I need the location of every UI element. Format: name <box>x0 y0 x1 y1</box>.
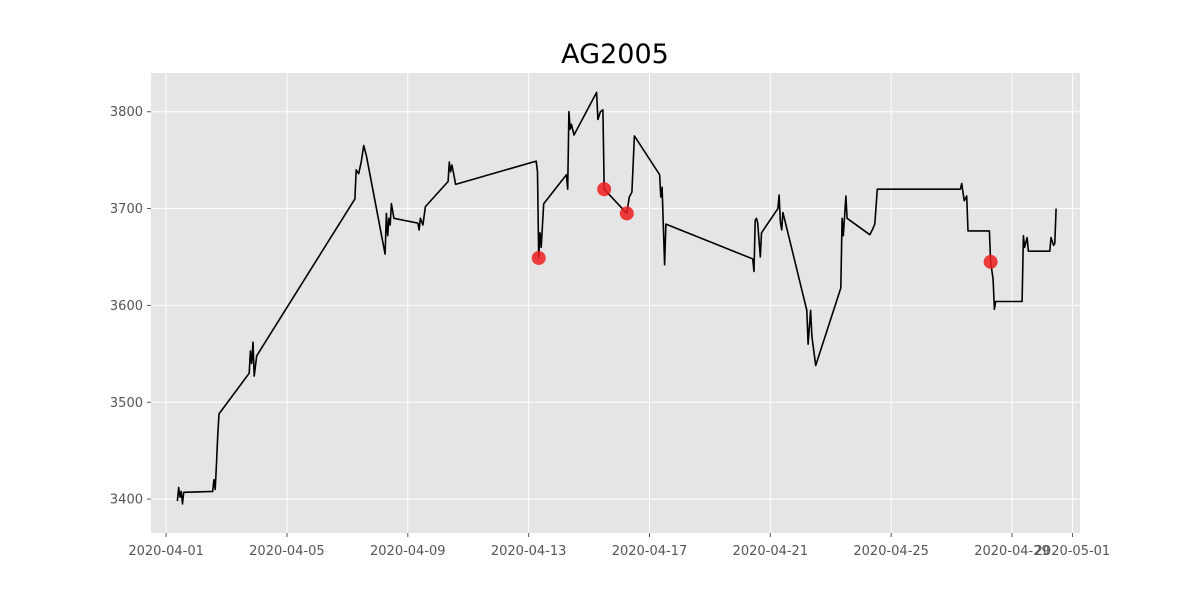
grid <box>151 73 1080 533</box>
signal-marker <box>597 182 612 197</box>
x-tick-label: 2020-04-25 <box>853 544 929 559</box>
x-tick-label: 2020-04-21 <box>733 544 809 559</box>
x-tick-label: 2020-04-29 <box>974 544 1050 559</box>
signal-marker <box>531 250 546 265</box>
signal-marker <box>619 206 634 221</box>
x-tick-label: 2020-05-01 <box>1035 544 1111 559</box>
y-tick-label: 3400 <box>110 493 143 508</box>
axis-ticks: 2020-04-01 2020-04-05 2020-04-09 2020-04-13… <box>110 105 1110 559</box>
marker-layer <box>531 182 998 269</box>
x-tick-label: 2020-04-13 <box>491 544 567 559</box>
x-tick-label: 2020-04-17 <box>612 544 688 559</box>
y-tick-label: 3500 <box>110 396 143 411</box>
y-tick-label: 3600 <box>110 299 143 314</box>
x-tick-label: 2020-04-05 <box>249 544 325 559</box>
x-tick-label: 2020-04-01 <box>128 544 204 559</box>
price-series-line <box>176 91 1057 505</box>
y-tick-label: 3800 <box>110 105 143 120</box>
series-layer <box>176 91 1057 505</box>
x-tick-label: 2020-04-09 <box>370 544 446 559</box>
y-tick-label: 3700 <box>110 202 143 217</box>
chart-title: AG2005 <box>561 39 669 70</box>
plot-area <box>151 73 1080 533</box>
signal-marker <box>983 254 998 269</box>
